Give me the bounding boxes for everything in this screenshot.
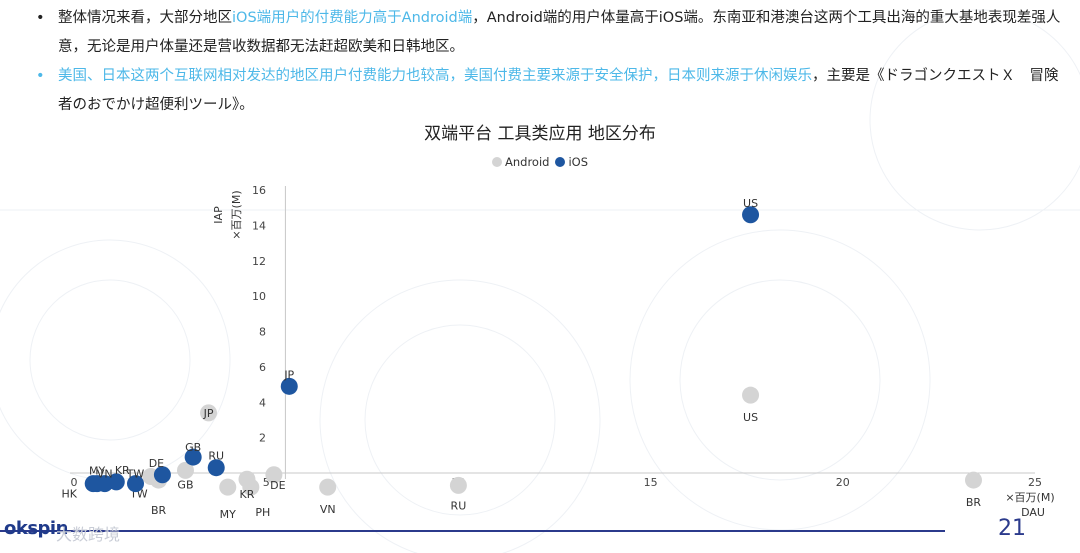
point-label-android: PH — [255, 506, 270, 519]
point-ios-tw — [127, 475, 145, 493]
bullet-marker: • — [36, 10, 45, 26]
x-tick-label: 20 — [836, 476, 850, 489]
bullet-item-1: • 整体情况来看，大部分地区iOS端用户的付费能力高于Android端，Andr… — [36, 4, 1066, 62]
point-label-android: MY — [220, 508, 236, 521]
y-tick-label: 4 — [259, 396, 266, 409]
chart-title: 双端平台 工具类应用 地区分布 — [424, 124, 656, 144]
y-tick-label: 6 — [259, 361, 266, 374]
point-label-ios: RU — [208, 450, 224, 463]
legend-label-android: Android — [504, 155, 550, 169]
bullet-2-highlight: 美国、日本这两个互联网相对发达的地区用户付费能力也较高，美国付费主要来源于安全保… — [58, 68, 812, 84]
bullet-marker: • — [36, 68, 45, 84]
point-ios-gb — [184, 448, 202, 466]
point-label-ios: HK — [61, 488, 77, 501]
point-label-android: DE — [270, 479, 285, 492]
legend-item-ios: iOS — [555, 155, 588, 169]
point-ios-de — [153, 466, 171, 484]
bullet-1-text-b: ，Android端的用户体量高于iOS端。东南亚和港澳台这两个工具出海的重大基地… — [58, 10, 1061, 55]
point-android-de — [265, 466, 283, 484]
legend-label-ios: iOS — [568, 155, 588, 169]
point-label-android: VN — [320, 503, 336, 516]
point-label-ios: MY — [89, 465, 105, 478]
point-label-ios: VN — [97, 468, 113, 481]
point-label-android: RU — [451, 499, 467, 512]
y-tick-label: 2 — [259, 432, 266, 445]
x-tick-label: 5 — [263, 476, 270, 489]
point-android-ru — [449, 476, 467, 494]
point-label-android: BR — [966, 496, 982, 509]
point-android-ph — [242, 478, 260, 496]
point-label-android: US — [743, 411, 758, 424]
y-axis-unit: ×百万(M) — [230, 190, 243, 239]
point-label-android: BR — [151, 504, 167, 517]
legend-item-android: Android — [491, 155, 550, 169]
y-tick-label: 14 — [252, 219, 266, 232]
bullet-2-text: ，主要是《ドラゴンクエストＸ 冒険者のおでかけ超便利ツール》。 — [58, 68, 1059, 113]
chart-legend: Android iOS — [0, 155, 1080, 169]
x-axis-label: DAU — [1021, 506, 1045, 519]
point-ios-us — [742, 206, 760, 224]
x-tick-label: 15 — [644, 476, 658, 489]
point-label-ios: TW — [126, 468, 145, 481]
point-android-br — [964, 471, 982, 489]
point-android-jp — [200, 404, 218, 422]
point-label-ios: DE — [149, 457, 164, 470]
okspin-logo: okspin — [4, 518, 68, 539]
footer-divider — [0, 530, 945, 532]
legend-swatch-android — [491, 157, 502, 167]
legend-swatch-ios — [555, 157, 566, 167]
point-android-us — [742, 386, 760, 404]
watermark-logo: 大数跨境 — [56, 525, 121, 544]
y-tick-label: 16 — [252, 184, 266, 197]
point-label-android: GB — [177, 478, 193, 491]
point-android-my — [219, 478, 237, 496]
point-label-ios: JP — [283, 368, 294, 381]
y-tick-label: 12 — [252, 255, 266, 268]
y-tick-label: 8 — [259, 326, 266, 339]
point-label-ios: US — [743, 197, 758, 210]
x-axis-unit: ×百万(M) — [1005, 491, 1054, 504]
bullet-list: • 整体情况来看，大部分地区iOS端用户的付费能力高于Android端，Andr… — [36, 4, 1066, 120]
point-label-android: JP — [203, 407, 214, 420]
bullet-1-highlight: iOS端用户的付费能力高于Android端 — [232, 10, 473, 26]
y-axis-label: IAP — [212, 206, 225, 224]
point-label-ios: GB — [185, 441, 201, 454]
point-ios-jp — [280, 377, 298, 395]
x-tick-label: 0 — [71, 476, 78, 489]
page-number: 21 — [998, 516, 1026, 541]
bullet-1-text-a: 整体情况来看，大部分地区 — [58, 10, 232, 26]
point-label-ios: KR — [115, 464, 130, 477]
x-tick-label: 25 — [1028, 476, 1042, 489]
point-ios-ru — [207, 459, 225, 477]
point-android-gb — [176, 461, 194, 479]
point-label-android: KR — [240, 488, 255, 501]
point-android-vn — [319, 478, 337, 496]
y-tick-label: 10 — [252, 290, 266, 303]
point-ios-vn — [96, 475, 114, 493]
bullet-item-2: • 美国、日本这两个互联网相对发达的地区用户付费能力也较高，美国付费主要来源于安… — [36, 62, 1066, 120]
